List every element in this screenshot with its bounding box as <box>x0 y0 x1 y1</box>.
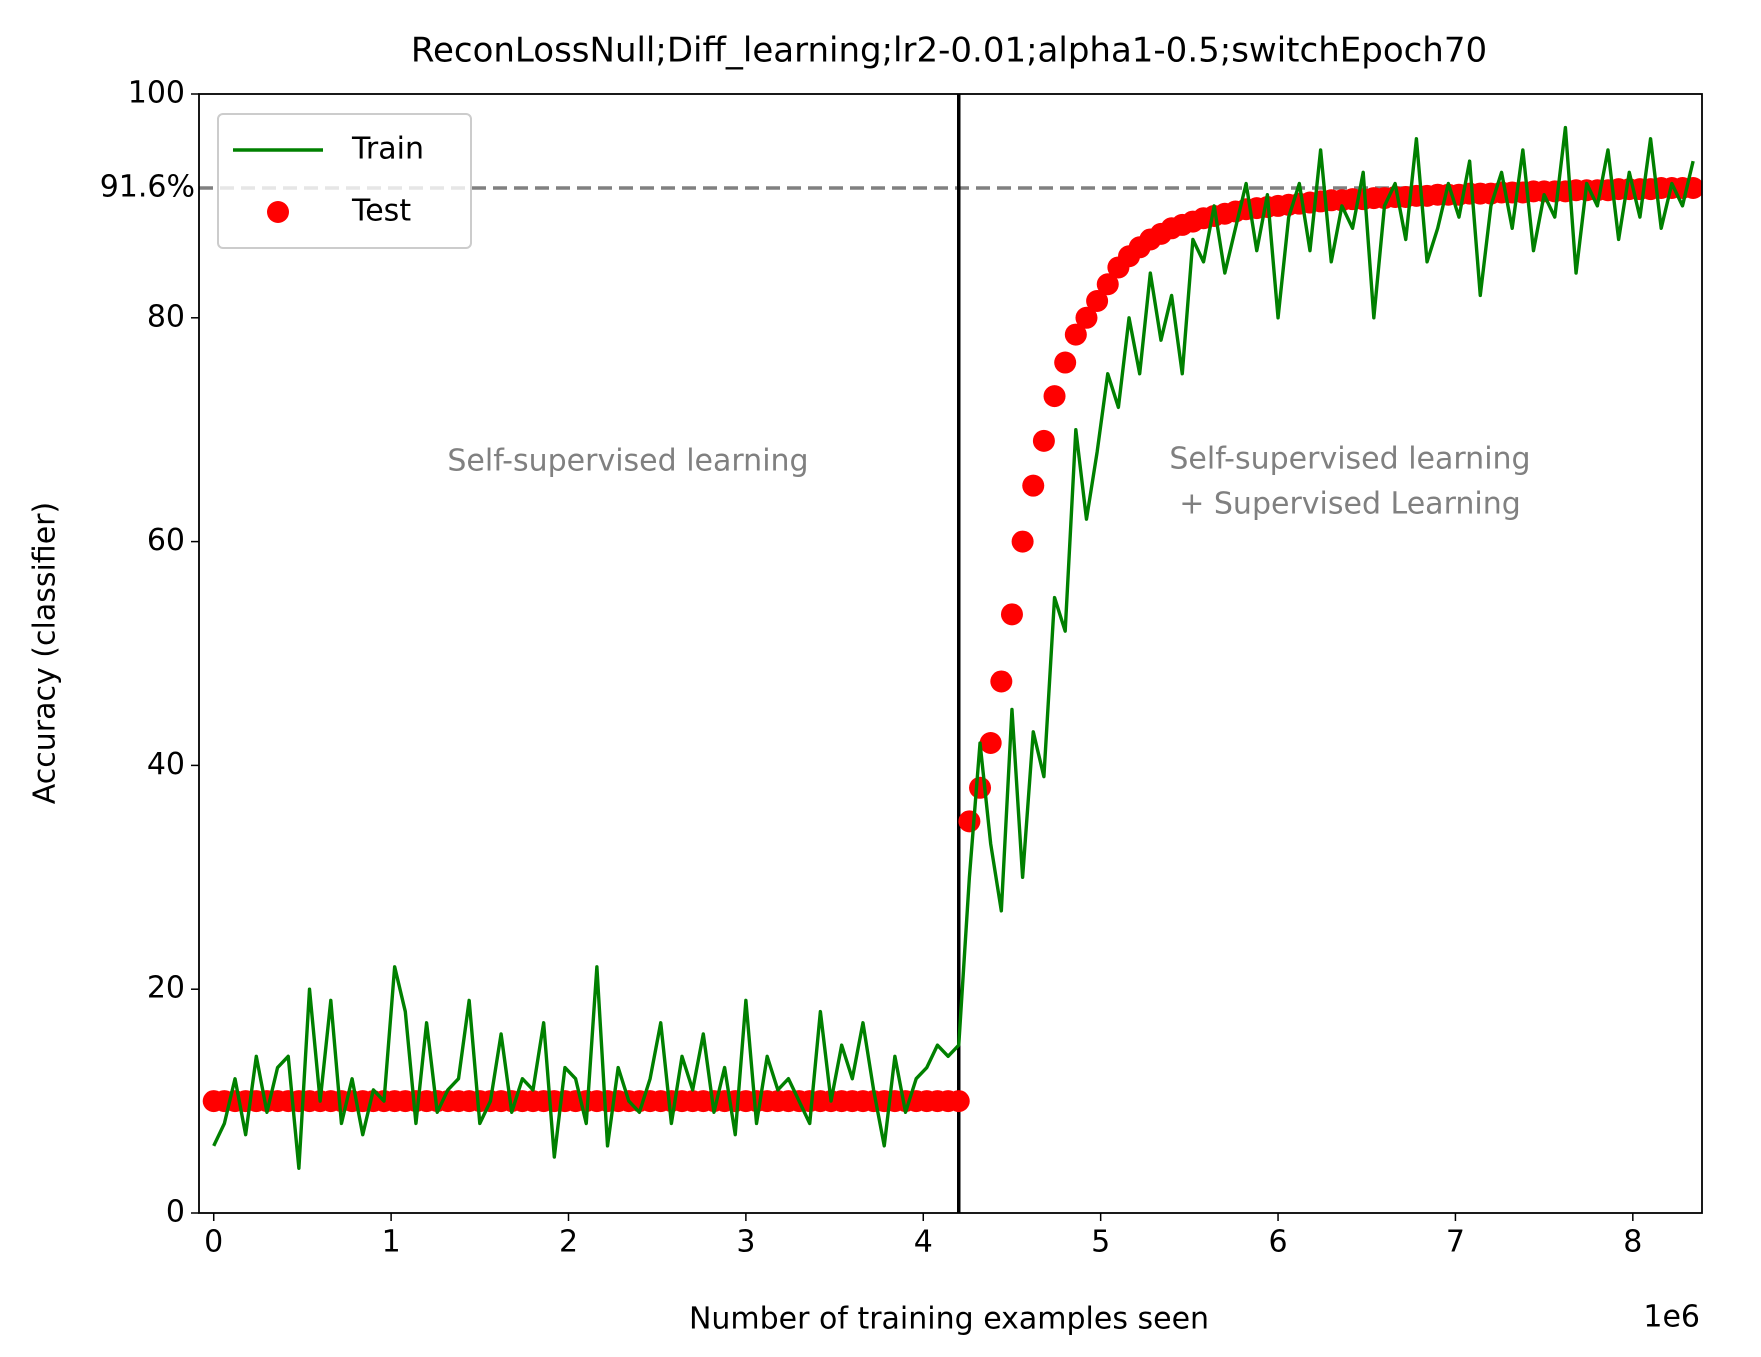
chart-title: ReconLossNull;Diff_learning;lr2-0.01;alp… <box>411 31 1487 71</box>
y-tick-label: 80 <box>147 299 185 334</box>
test-point <box>1043 385 1066 408</box>
plot-area <box>199 94 1702 1213</box>
x-tick-label: 6 <box>1268 1225 1287 1260</box>
x-tick-label: 4 <box>914 1225 933 1260</box>
test-point <box>1075 306 1098 329</box>
legend-label: Test <box>351 194 411 229</box>
train-line <box>212 125 1695 1170</box>
test-point <box>1032 429 1055 452</box>
y-tick-label: 0 <box>166 1195 185 1230</box>
test-point <box>1022 474 1045 497</box>
x-tick-label: 3 <box>736 1225 755 1260</box>
annotation: Self-supervised learning <box>447 444 808 479</box>
x-tick-label: 5 <box>1091 1225 1110 1260</box>
y-tick-label: 100 <box>128 76 185 111</box>
test-point <box>1096 273 1119 296</box>
test-point <box>1086 290 1109 313</box>
test-point <box>979 732 1002 755</box>
y-tick-label: 20 <box>147 971 185 1006</box>
y-tick-label: 40 <box>147 747 185 782</box>
legend-box <box>217 113 472 249</box>
annotation: Self-supervised learning <box>1169 442 1530 477</box>
test-point <box>958 810 981 833</box>
legend-swatch <box>267 201 289 223</box>
test-point <box>947 1090 970 1113</box>
x-tick-label: 0 <box>204 1225 223 1260</box>
legend-label: Train <box>351 132 424 167</box>
test-point <box>1054 351 1077 374</box>
reference-label: 91.6% <box>100 169 195 204</box>
x-tick-label: 8 <box>1623 1225 1642 1260</box>
annotation: + Supervised Learning <box>1179 487 1521 522</box>
test-point <box>1064 323 1087 346</box>
x-tick-label: 2 <box>559 1225 578 1260</box>
y-axis-label: Accuracy (classifier) <box>28 502 63 804</box>
x-offset-label: 1e6 <box>1643 1300 1700 1335</box>
x-axis-label: Number of training examples seen <box>689 1302 1209 1337</box>
legend: Train Test <box>217 113 472 249</box>
test-point <box>969 776 992 799</box>
axes-frame <box>198 93 1703 1214</box>
test-point <box>1000 603 1023 626</box>
x-tick-label: 7 <box>1446 1225 1465 1260</box>
y-tick-label: 60 <box>147 523 185 558</box>
test-point <box>990 670 1013 693</box>
x-tick-label: 1 <box>382 1225 401 1260</box>
test-point <box>1011 530 1034 553</box>
